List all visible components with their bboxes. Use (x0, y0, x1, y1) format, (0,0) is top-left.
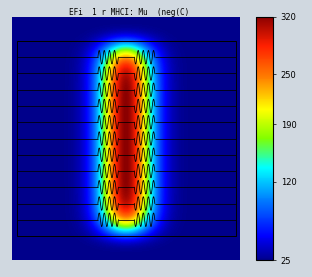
Bar (17, 41, 236, 236)
Text: EFi  1 r MHCI: Mu  (neg(C): EFi 1 r MHCI: Mu (neg(C) (69, 8, 190, 17)
